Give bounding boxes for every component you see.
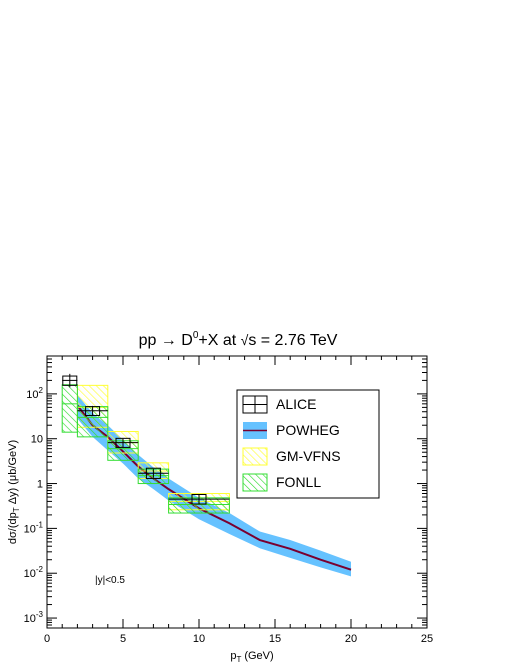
axes-layer: 0 5 10 15 20 25 10-3 10-2 10-1 1 10 102	[24, 356, 433, 645]
plot-area	[46, 355, 428, 629]
legend-entry-fonll: FONLL	[242, 473, 321, 492]
x-axis-label: pT (GeV)	[230, 650, 273, 664]
legend-gmvfns-symbol	[242, 447, 268, 466]
legend-label-powheg: POWHEG	[276, 422, 340, 438]
y-tick-label-1: 10-2	[24, 565, 44, 580]
legend-label-alice: ALICE	[276, 396, 316, 412]
legend-entry-powheg: POWHEG	[243, 422, 340, 439]
legend-label-gmvfns: GM-VFNS	[276, 448, 341, 464]
chart-title: pp → D0+X at √s = 2.76 TeV	[139, 330, 338, 349]
legend-entry-alice: ALICE	[242, 395, 316, 414]
y-tick-label-0: 10-3	[24, 610, 44, 625]
legend-fonll-symbol	[242, 473, 268, 492]
x-tick-label-1: 5	[120, 633, 126, 645]
y-tick-label-3: 1	[37, 479, 43, 491]
legend-label-fonll: FONLL	[276, 474, 321, 490]
x-tick-label-5: 25	[421, 633, 433, 645]
legend-entry-gmvfns: GM-VFNS	[242, 447, 341, 466]
x-tick-label-3: 15	[269, 633, 281, 645]
boxes-layer	[61, 384, 230, 514]
legend: ALICE POWHEG GM-VFNS FONLL	[236, 389, 380, 499]
x-tick-label-0: 0	[44, 633, 50, 645]
x-tick-label-4: 20	[345, 633, 357, 645]
x-tick-label-2: 10	[193, 633, 205, 645]
y-tick-label-2: 10-1	[24, 520, 44, 535]
rapidity-annotation: |y|<0.5	[95, 575, 125, 586]
powheg-band	[77, 394, 352, 577]
y-tick-label-4: 10	[31, 434, 43, 446]
fonll-box-0	[61, 384, 78, 433]
points-layer	[62, 373, 230, 505]
y-axis-label: dσ/(dpT Δy) (μb/GeV)	[7, 440, 21, 544]
y-tick-label-5: 102	[26, 386, 43, 401]
